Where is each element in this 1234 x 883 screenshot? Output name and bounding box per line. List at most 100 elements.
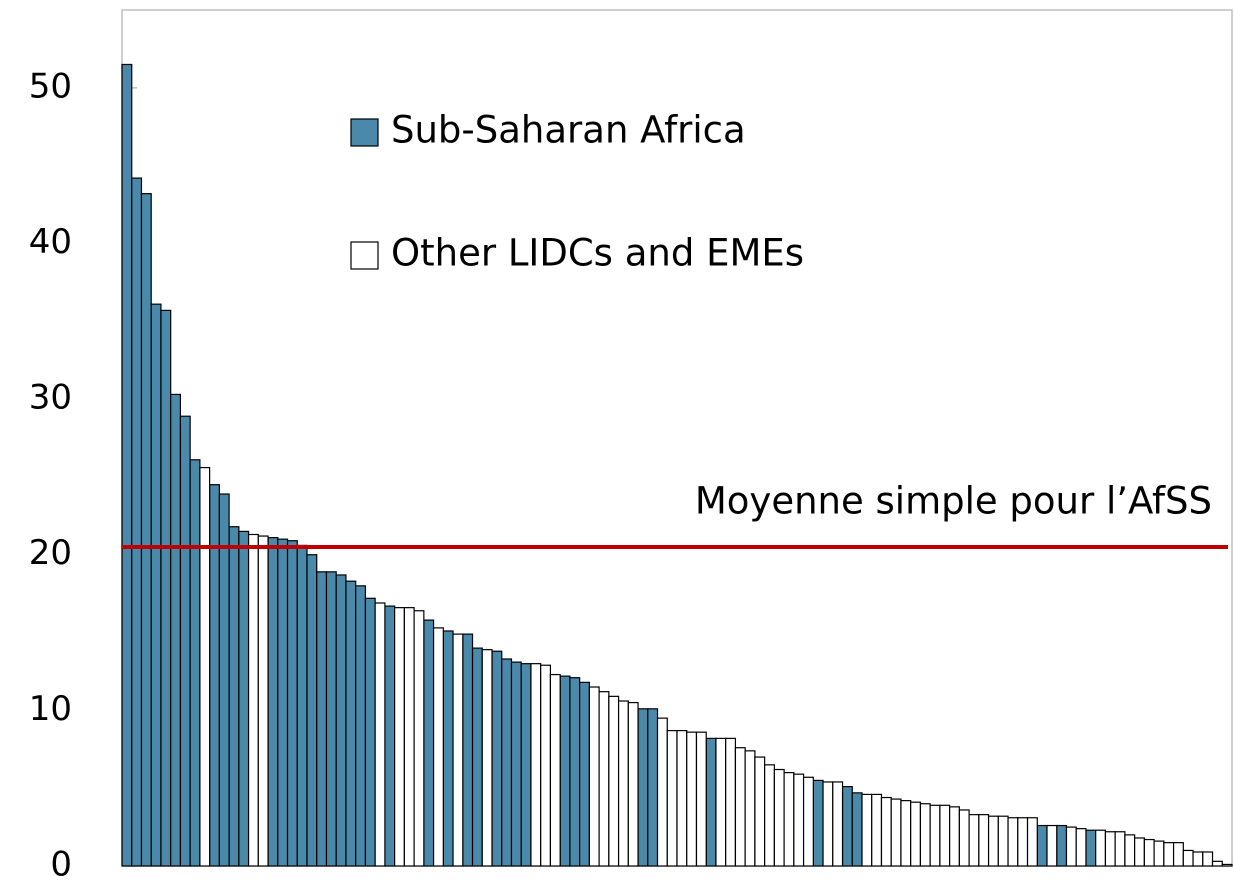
bar — [462, 633, 474, 867]
bar — [501, 658, 513, 867]
bar — [384, 605, 396, 867]
bar — [637, 708, 649, 867]
bar — [170, 393, 182, 867]
bar — [861, 793, 873, 867]
bar — [569, 677, 581, 867]
bar — [997, 815, 1009, 867]
bar — [432, 627, 444, 867]
bar — [987, 815, 999, 867]
bar — [209, 484, 220, 867]
bar — [1007, 817, 1019, 867]
bar — [1211, 860, 1223, 867]
bar — [598, 691, 610, 867]
bar — [345, 580, 357, 867]
bar — [306, 554, 318, 867]
bar — [929, 804, 941, 867]
bar — [880, 796, 892, 867]
bar — [1153, 840, 1165, 867]
bar — [238, 530, 250, 867]
bar — [520, 663, 532, 867]
bar — [423, 619, 435, 867]
bar — [1095, 829, 1107, 867]
y-tick-label: 10 — [29, 689, 72, 729]
bar — [316, 571, 328, 867]
y-tick-label: 40 — [29, 222, 72, 262]
bar — [364, 597, 376, 867]
bar — [871, 793, 883, 867]
bar — [1036, 824, 1048, 867]
bar — [277, 538, 289, 867]
bar — [1124, 834, 1136, 867]
bar — [325, 571, 337, 867]
bar — [1026, 817, 1038, 867]
mean-label: Moyenne simple pour l’AfSS — [695, 480, 1212, 523]
bar — [1221, 863, 1233, 867]
bar — [968, 814, 980, 867]
bar — [695, 731, 707, 867]
bar — [218, 493, 230, 867]
bar — [267, 537, 279, 867]
bar — [900, 800, 912, 867]
bar — [627, 701, 639, 867]
bar — [822, 781, 834, 867]
bar — [1163, 842, 1175, 867]
bar — [919, 803, 931, 867]
bar — [374, 602, 386, 867]
bar — [832, 781, 844, 867]
bar — [510, 661, 522, 867]
bar — [686, 731, 698, 867]
bar — [958, 809, 970, 867]
bar — [199, 466, 211, 867]
bar — [160, 309, 172, 867]
bar — [1104, 831, 1116, 867]
bar — [296, 544, 308, 867]
legend-swatch — [350, 118, 379, 147]
bar — [1134, 837, 1145, 867]
bar — [413, 610, 425, 867]
bar — [481, 649, 493, 867]
bar — [471, 647, 483, 867]
bar — [530, 663, 542, 867]
bar — [121, 63, 133, 867]
bar — [841, 786, 853, 867]
bar — [1046, 824, 1058, 867]
bar — [764, 764, 775, 867]
bar — [851, 792, 863, 867]
bar — [452, 633, 464, 867]
bar — [540, 664, 552, 867]
bar — [247, 533, 259, 867]
bar — [559, 675, 571, 867]
bar — [939, 804, 951, 867]
bar — [1075, 828, 1087, 867]
bar — [355, 585, 367, 867]
bar — [1085, 829, 1097, 867]
y-tick-label: 0 — [50, 845, 72, 883]
bar — [890, 798, 902, 867]
bar — [140, 193, 152, 867]
bar — [734, 747, 746, 867]
bar — [744, 750, 756, 867]
bar — [579, 681, 590, 867]
bar — [676, 729, 688, 867]
bar — [1114, 831, 1126, 867]
bar — [608, 695, 620, 867]
y-tick-label: 30 — [29, 378, 72, 418]
bar — [257, 535, 269, 867]
bar — [978, 814, 990, 867]
bar — [705, 737, 717, 867]
legend-label: Other LIDCs and EMEs — [391, 232, 804, 275]
bar — [802, 776, 814, 867]
bar — [403, 607, 415, 867]
bar — [394, 607, 405, 867]
bar — [491, 650, 503, 867]
bar — [783, 772, 795, 867]
legend-label: Sub-Saharan Africa — [391, 109, 746, 152]
bar — [189, 459, 201, 867]
bar — [1017, 817, 1029, 867]
bar — [725, 737, 737, 867]
bar — [588, 686, 600, 867]
bar — [1182, 849, 1194, 867]
bar — [1056, 824, 1068, 867]
bar — [812, 779, 824, 867]
